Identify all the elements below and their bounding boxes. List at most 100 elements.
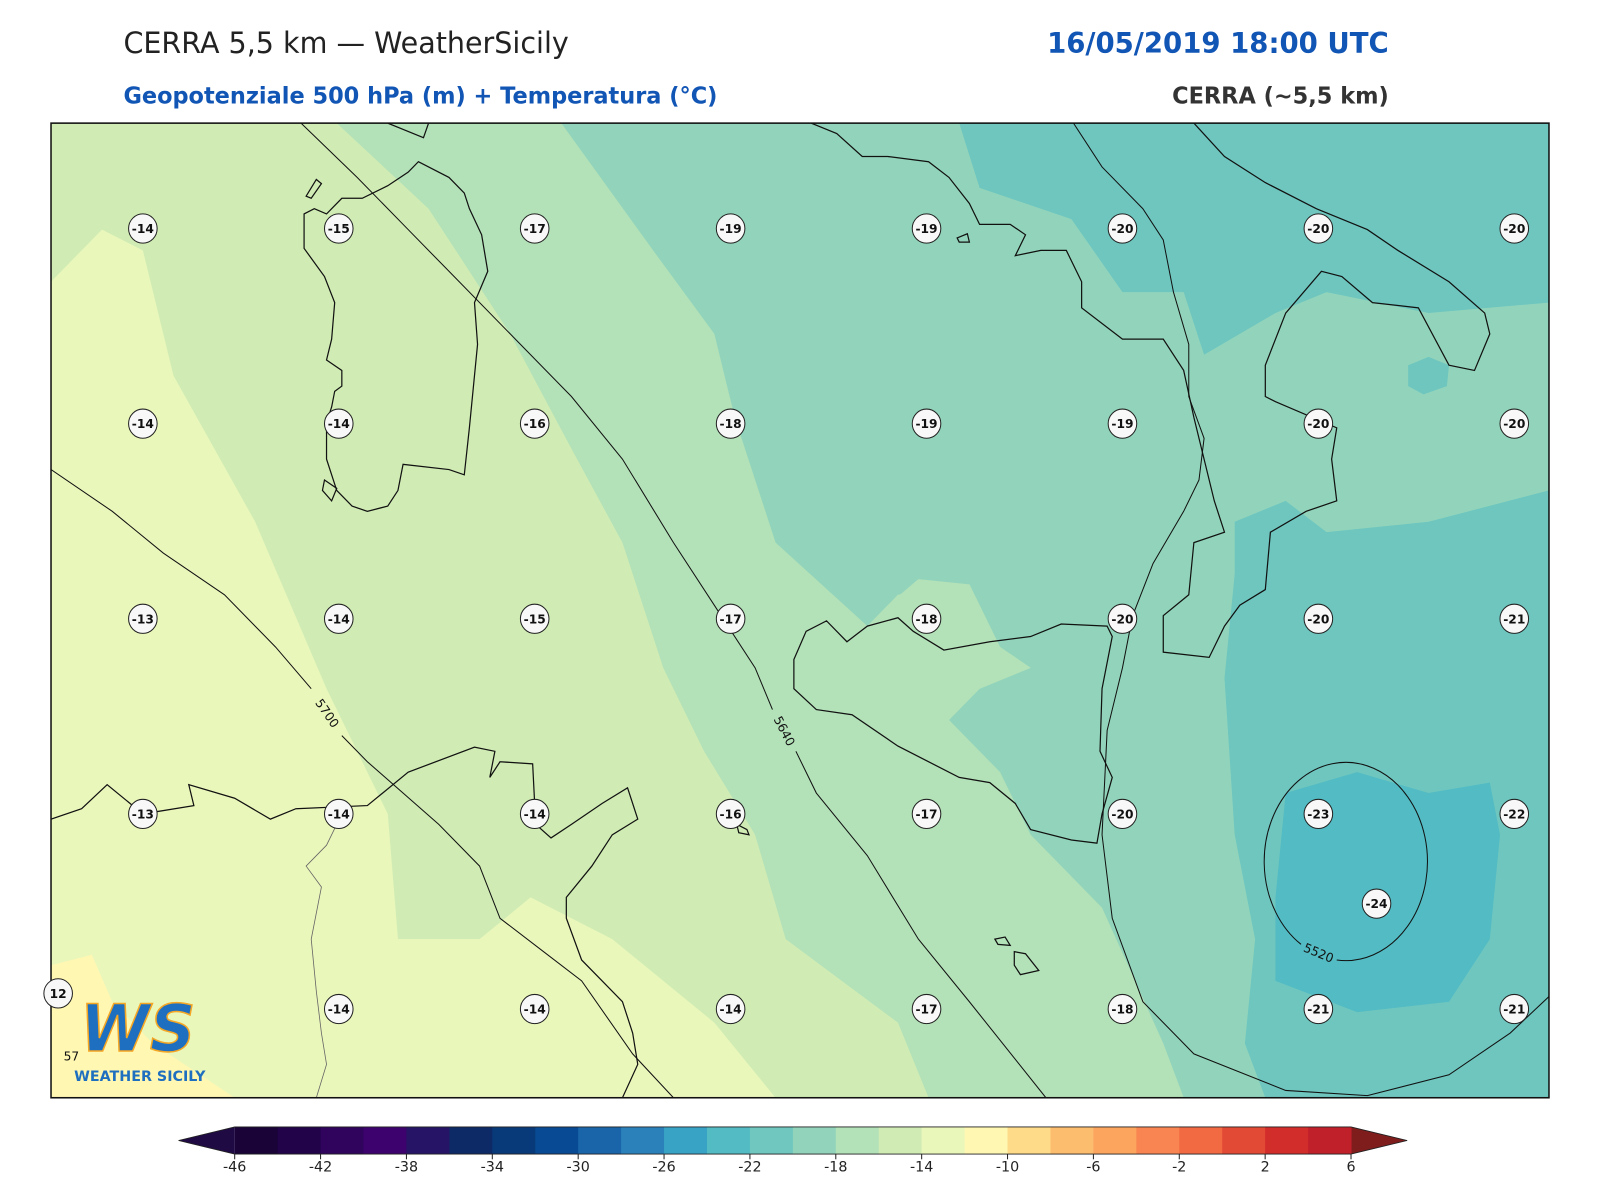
colorbar-tick-label: -46 bbox=[223, 1160, 246, 1176]
colorbar-segment bbox=[492, 1126, 536, 1155]
temperature-label: -20 bbox=[1111, 807, 1133, 821]
colorbar-segment bbox=[1050, 1126, 1094, 1155]
colorbar-segment bbox=[363, 1126, 407, 1155]
point-marker bbox=[1107, 213, 1138, 244]
point-marker bbox=[1107, 408, 1138, 439]
coastline bbox=[793, 617, 1113, 844]
temperature-label: -20 bbox=[1111, 612, 1133, 626]
temperature-label: -14 bbox=[328, 417, 350, 431]
point-marker bbox=[1303, 603, 1334, 634]
point-marker bbox=[1107, 603, 1138, 634]
temperature-label: -24 bbox=[1365, 897, 1387, 911]
temperature-label: -16 bbox=[720, 807, 742, 821]
colorbar-extend bbox=[1351, 1126, 1408, 1155]
temperature-label: -14 bbox=[328, 1003, 350, 1017]
point-marker bbox=[323, 213, 354, 244]
temperature-label: -17 bbox=[720, 612, 742, 626]
point-marker bbox=[1499, 993, 1530, 1025]
temperature-label: -20 bbox=[1307, 222, 1329, 236]
point-marker bbox=[43, 978, 73, 1009]
point-marker bbox=[715, 213, 746, 244]
temperature-label: -19 bbox=[1111, 417, 1133, 431]
temperature-label: -21 bbox=[1503, 1003, 1525, 1017]
colorbar-segment bbox=[535, 1126, 579, 1155]
contour bbox=[1263, 761, 1428, 962]
colorbar-segment bbox=[449, 1126, 493, 1155]
point-marker bbox=[323, 603, 354, 634]
colorbar-segment bbox=[921, 1126, 966, 1155]
colorbar-tick-label: -22 bbox=[738, 1160, 761, 1176]
colorbar-tick-label: -18 bbox=[824, 1160, 847, 1176]
temperature-label: -17 bbox=[524, 222, 546, 236]
point-marker bbox=[715, 603, 746, 634]
colorbar-tick-label: -34 bbox=[481, 1160, 504, 1176]
coastline bbox=[810, 123, 1491, 659]
temperature-label: -14 bbox=[328, 612, 350, 626]
temperature-label: -19 bbox=[915, 222, 937, 236]
logo-name: WEATHER SICILY bbox=[74, 1069, 206, 1085]
coastline bbox=[303, 160, 489, 512]
colorbar-segment bbox=[664, 1126, 708, 1155]
colorbar-segment bbox=[1265, 1126, 1309, 1155]
field bbox=[51, 229, 776, 1098]
temperature-label: -13 bbox=[132, 807, 154, 821]
temperature-label: -13 bbox=[132, 612, 154, 626]
colorbar-tick-label: -2 bbox=[1172, 1160, 1186, 1176]
temperature-label: -17 bbox=[915, 1003, 937, 1017]
temperature-label: -20 bbox=[1307, 417, 1329, 431]
point-marker bbox=[1107, 993, 1138, 1025]
temperature-label: 12 bbox=[50, 987, 67, 1001]
temperature-label: -14 bbox=[328, 807, 350, 821]
temperature-label: -14 bbox=[524, 1003, 546, 1017]
model: CERRA (~5,5 km) bbox=[1172, 83, 1389, 109]
colorbar-tick-label: -38 bbox=[395, 1160, 418, 1176]
temperature-label: -20 bbox=[1307, 612, 1329, 626]
point-marker bbox=[911, 213, 942, 244]
colorbar-tick-label: -26 bbox=[652, 1160, 675, 1176]
point-marker bbox=[519, 408, 550, 439]
temperature-label: -21 bbox=[1307, 1003, 1329, 1017]
colorbar-segment bbox=[1179, 1126, 1223, 1155]
border bbox=[305, 824, 338, 1098]
point-marker bbox=[1499, 603, 1530, 634]
point-marker bbox=[519, 213, 550, 244]
colorbar-segment bbox=[320, 1126, 365, 1155]
contour-label: 57 bbox=[64, 1049, 80, 1063]
title: CERRA 5,5 km — WeatherSicily bbox=[123, 26, 568, 60]
colorbar-tick-label: 6 bbox=[1346, 1160, 1355, 1176]
point-marker bbox=[1303, 798, 1334, 830]
temperature-label: -22 bbox=[1503, 807, 1525, 821]
point-marker bbox=[323, 408, 354, 439]
field bbox=[959, 123, 1549, 355]
subtitle: Geopotenziale 500 hPa (m) + Temperatura … bbox=[123, 83, 717, 109]
colorbar-segment bbox=[878, 1126, 923, 1155]
point-marker bbox=[1499, 213, 1530, 244]
field bbox=[1408, 356, 1449, 395]
colorbar-segment bbox=[621, 1126, 665, 1155]
point-marker bbox=[911, 993, 942, 1025]
colorbar-segment bbox=[964, 1126, 1009, 1155]
temperature-label: -18 bbox=[1111, 1003, 1133, 1017]
field bbox=[1275, 772, 1500, 1013]
point-marker bbox=[1107, 798, 1138, 830]
colorbar-tick-label: -6 bbox=[1086, 1160, 1100, 1176]
colorbar-segment bbox=[1222, 1126, 1266, 1155]
temperature-label: -15 bbox=[524, 612, 546, 626]
point-marker bbox=[1303, 993, 1334, 1025]
point-marker bbox=[128, 408, 158, 439]
field bbox=[336, 123, 1184, 1098]
point-marker bbox=[1499, 408, 1530, 439]
coastline bbox=[735, 232, 1040, 976]
point-marker bbox=[715, 798, 746, 830]
colorbar-tick-label: 2 bbox=[1261, 1160, 1270, 1176]
temperature-label: -14 bbox=[720, 1003, 742, 1017]
colorbar-extend bbox=[178, 1126, 235, 1155]
colorbar-segment bbox=[1136, 1126, 1180, 1155]
point-marker bbox=[715, 993, 746, 1025]
point-marker bbox=[911, 408, 942, 439]
point-marker bbox=[1303, 408, 1334, 439]
point-marker bbox=[519, 993, 550, 1025]
point-marker bbox=[128, 603, 158, 634]
temperature-label: -19 bbox=[720, 222, 742, 236]
